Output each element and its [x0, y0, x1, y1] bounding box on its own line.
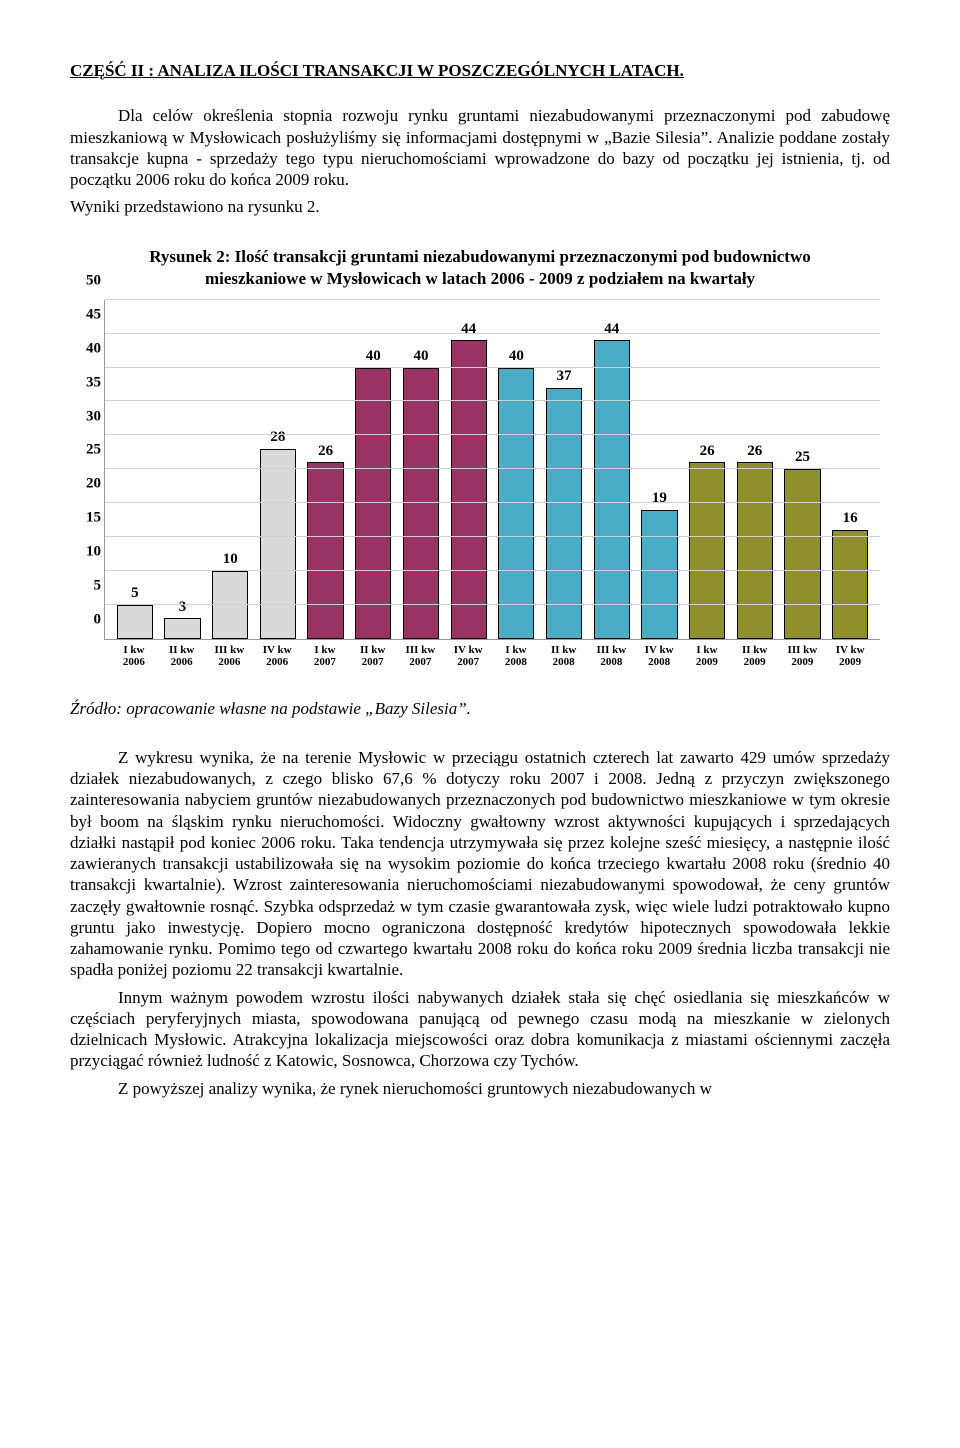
bar	[784, 469, 820, 639]
y-tick-label: 45	[75, 305, 101, 324]
bar-slot: 19	[636, 300, 684, 639]
bar-value-label: 40	[413, 347, 428, 366]
bar-slot: 5	[111, 300, 159, 639]
bar	[307, 462, 343, 638]
bar	[403, 368, 439, 639]
bar-value-label: 3	[179, 598, 187, 617]
x-tick-label: I kw2009	[683, 640, 731, 680]
bar-value-label: 25	[795, 448, 810, 467]
body-paragraph-3: Z powyższej analizy wynika, że rynek nie…	[70, 1078, 890, 1099]
bar	[451, 340, 487, 638]
body-paragraph-1: Z wykresu wynika, że na terenie Mysłowic…	[70, 747, 890, 981]
bar-value-label: 44	[604, 320, 619, 339]
bar	[594, 340, 630, 638]
bar-slot: 40	[397, 300, 445, 639]
y-tick-label: 0	[75, 611, 101, 630]
bar-slot: 40	[349, 300, 397, 639]
bar-value-label: 28	[270, 428, 285, 447]
bar	[260, 449, 296, 639]
gridline	[105, 468, 880, 469]
x-tick-label: III kw2006	[206, 640, 254, 680]
bar	[117, 605, 153, 639]
bar	[689, 462, 725, 638]
bar-slot: 40	[493, 300, 541, 639]
gridline	[105, 434, 880, 435]
bar-slot: 44	[445, 300, 493, 639]
x-tick-label: IV kw2008	[635, 640, 683, 680]
bar-slot: 28	[254, 300, 302, 639]
gridline	[105, 604, 880, 605]
y-tick-label: 20	[75, 475, 101, 494]
bar-value-label: 5	[131, 584, 139, 603]
gridline	[105, 400, 880, 401]
source-line: Źródło: opracowanie własne na podstawie …	[70, 698, 890, 719]
bar	[832, 530, 868, 638]
y-tick-label: 25	[75, 441, 101, 460]
x-tick-label: IV kw2007	[444, 640, 492, 680]
bar-value-label: 26	[747, 442, 762, 461]
section-title: CZĘŚĆ II : ANALIZA ILOŚCI TRANSAKCJI W P…	[70, 60, 890, 81]
x-tick-label: I kw2007	[301, 640, 349, 680]
y-tick-label: 10	[75, 543, 101, 562]
bar-value-label: 19	[652, 489, 667, 508]
bar-slot: 3	[159, 300, 207, 639]
bar-value-label: 44	[461, 320, 476, 339]
bars-container: 5 3 10 28 26 40 40 44 40 37 44 19 26 26 25 16	[105, 300, 880, 639]
bar	[641, 510, 677, 639]
bar-value-label: 40	[366, 347, 381, 366]
intro-paragraph-1: Dla celów określenia stopnia rozwoju ryn…	[70, 105, 890, 190]
bar-slot: 10	[206, 300, 254, 639]
y-tick-label: 5	[75, 577, 101, 596]
y-tick-label: 15	[75, 509, 101, 528]
bar-value-label: 26	[318, 442, 333, 461]
bar-slot: 26	[302, 300, 350, 639]
y-tick-label: 35	[75, 373, 101, 392]
intro-paragraph-2: Wyniki przedstawiono na rysunku 2.	[70, 196, 890, 217]
y-tick-label: 30	[75, 407, 101, 426]
gridline	[105, 536, 880, 537]
gridline	[105, 367, 880, 368]
x-tick-label: III kw2007	[397, 640, 445, 680]
bar-value-label: 40	[509, 347, 524, 366]
bar	[498, 368, 534, 639]
bar-slot: 26	[731, 300, 779, 639]
bar	[355, 368, 391, 639]
gridline	[105, 502, 880, 503]
x-axis-labels: I kw2006II kw2006III kw2006IV kw2006I kw…	[104, 640, 880, 680]
x-tick-label: IV kw2009	[826, 640, 874, 680]
body-paragraph-2: Innym ważnym powodem wzrostu ilości naby…	[70, 987, 890, 1072]
x-tick-label: II kw2008	[540, 640, 588, 680]
bar-slot: 26	[683, 300, 731, 639]
bar-value-label: 10	[223, 550, 238, 569]
x-tick-label: II kw2009	[731, 640, 779, 680]
bar	[164, 618, 200, 638]
gridline	[105, 333, 880, 334]
bar-slot: 37	[540, 300, 588, 639]
bar	[737, 462, 773, 638]
x-tick-label: II kw2007	[349, 640, 397, 680]
chart-figure: Rysunek 2: Ilość transakcji gruntami nie…	[70, 246, 890, 680]
x-tick-label: II kw2006	[158, 640, 206, 680]
gridline	[105, 570, 880, 571]
plot-area: 531028264040444037441926262516 051015202…	[104, 300, 880, 640]
bar-slot: 16	[826, 300, 874, 639]
bar-chart: 531028264040444037441926262516 051015202…	[104, 300, 880, 680]
x-tick-label: IV kw2006	[253, 640, 301, 680]
bar	[546, 388, 582, 639]
bar-value-label: 37	[557, 367, 572, 386]
y-tick-label: 50	[75, 272, 101, 291]
bar-value-label: 16	[843, 509, 858, 528]
bar-slot: 25	[779, 300, 827, 639]
bar-slot: 44	[588, 300, 636, 639]
bar-value-label: 26	[700, 442, 715, 461]
x-tick-label: III kw2008	[588, 640, 636, 680]
x-tick-label: I kw2006	[110, 640, 158, 680]
x-tick-label: III kw2009	[779, 640, 827, 680]
x-tick-label: I kw2008	[492, 640, 540, 680]
chart-title: Rysunek 2: Ilość transakcji gruntami nie…	[100, 246, 860, 290]
gridline	[105, 299, 880, 300]
y-tick-label: 40	[75, 339, 101, 358]
